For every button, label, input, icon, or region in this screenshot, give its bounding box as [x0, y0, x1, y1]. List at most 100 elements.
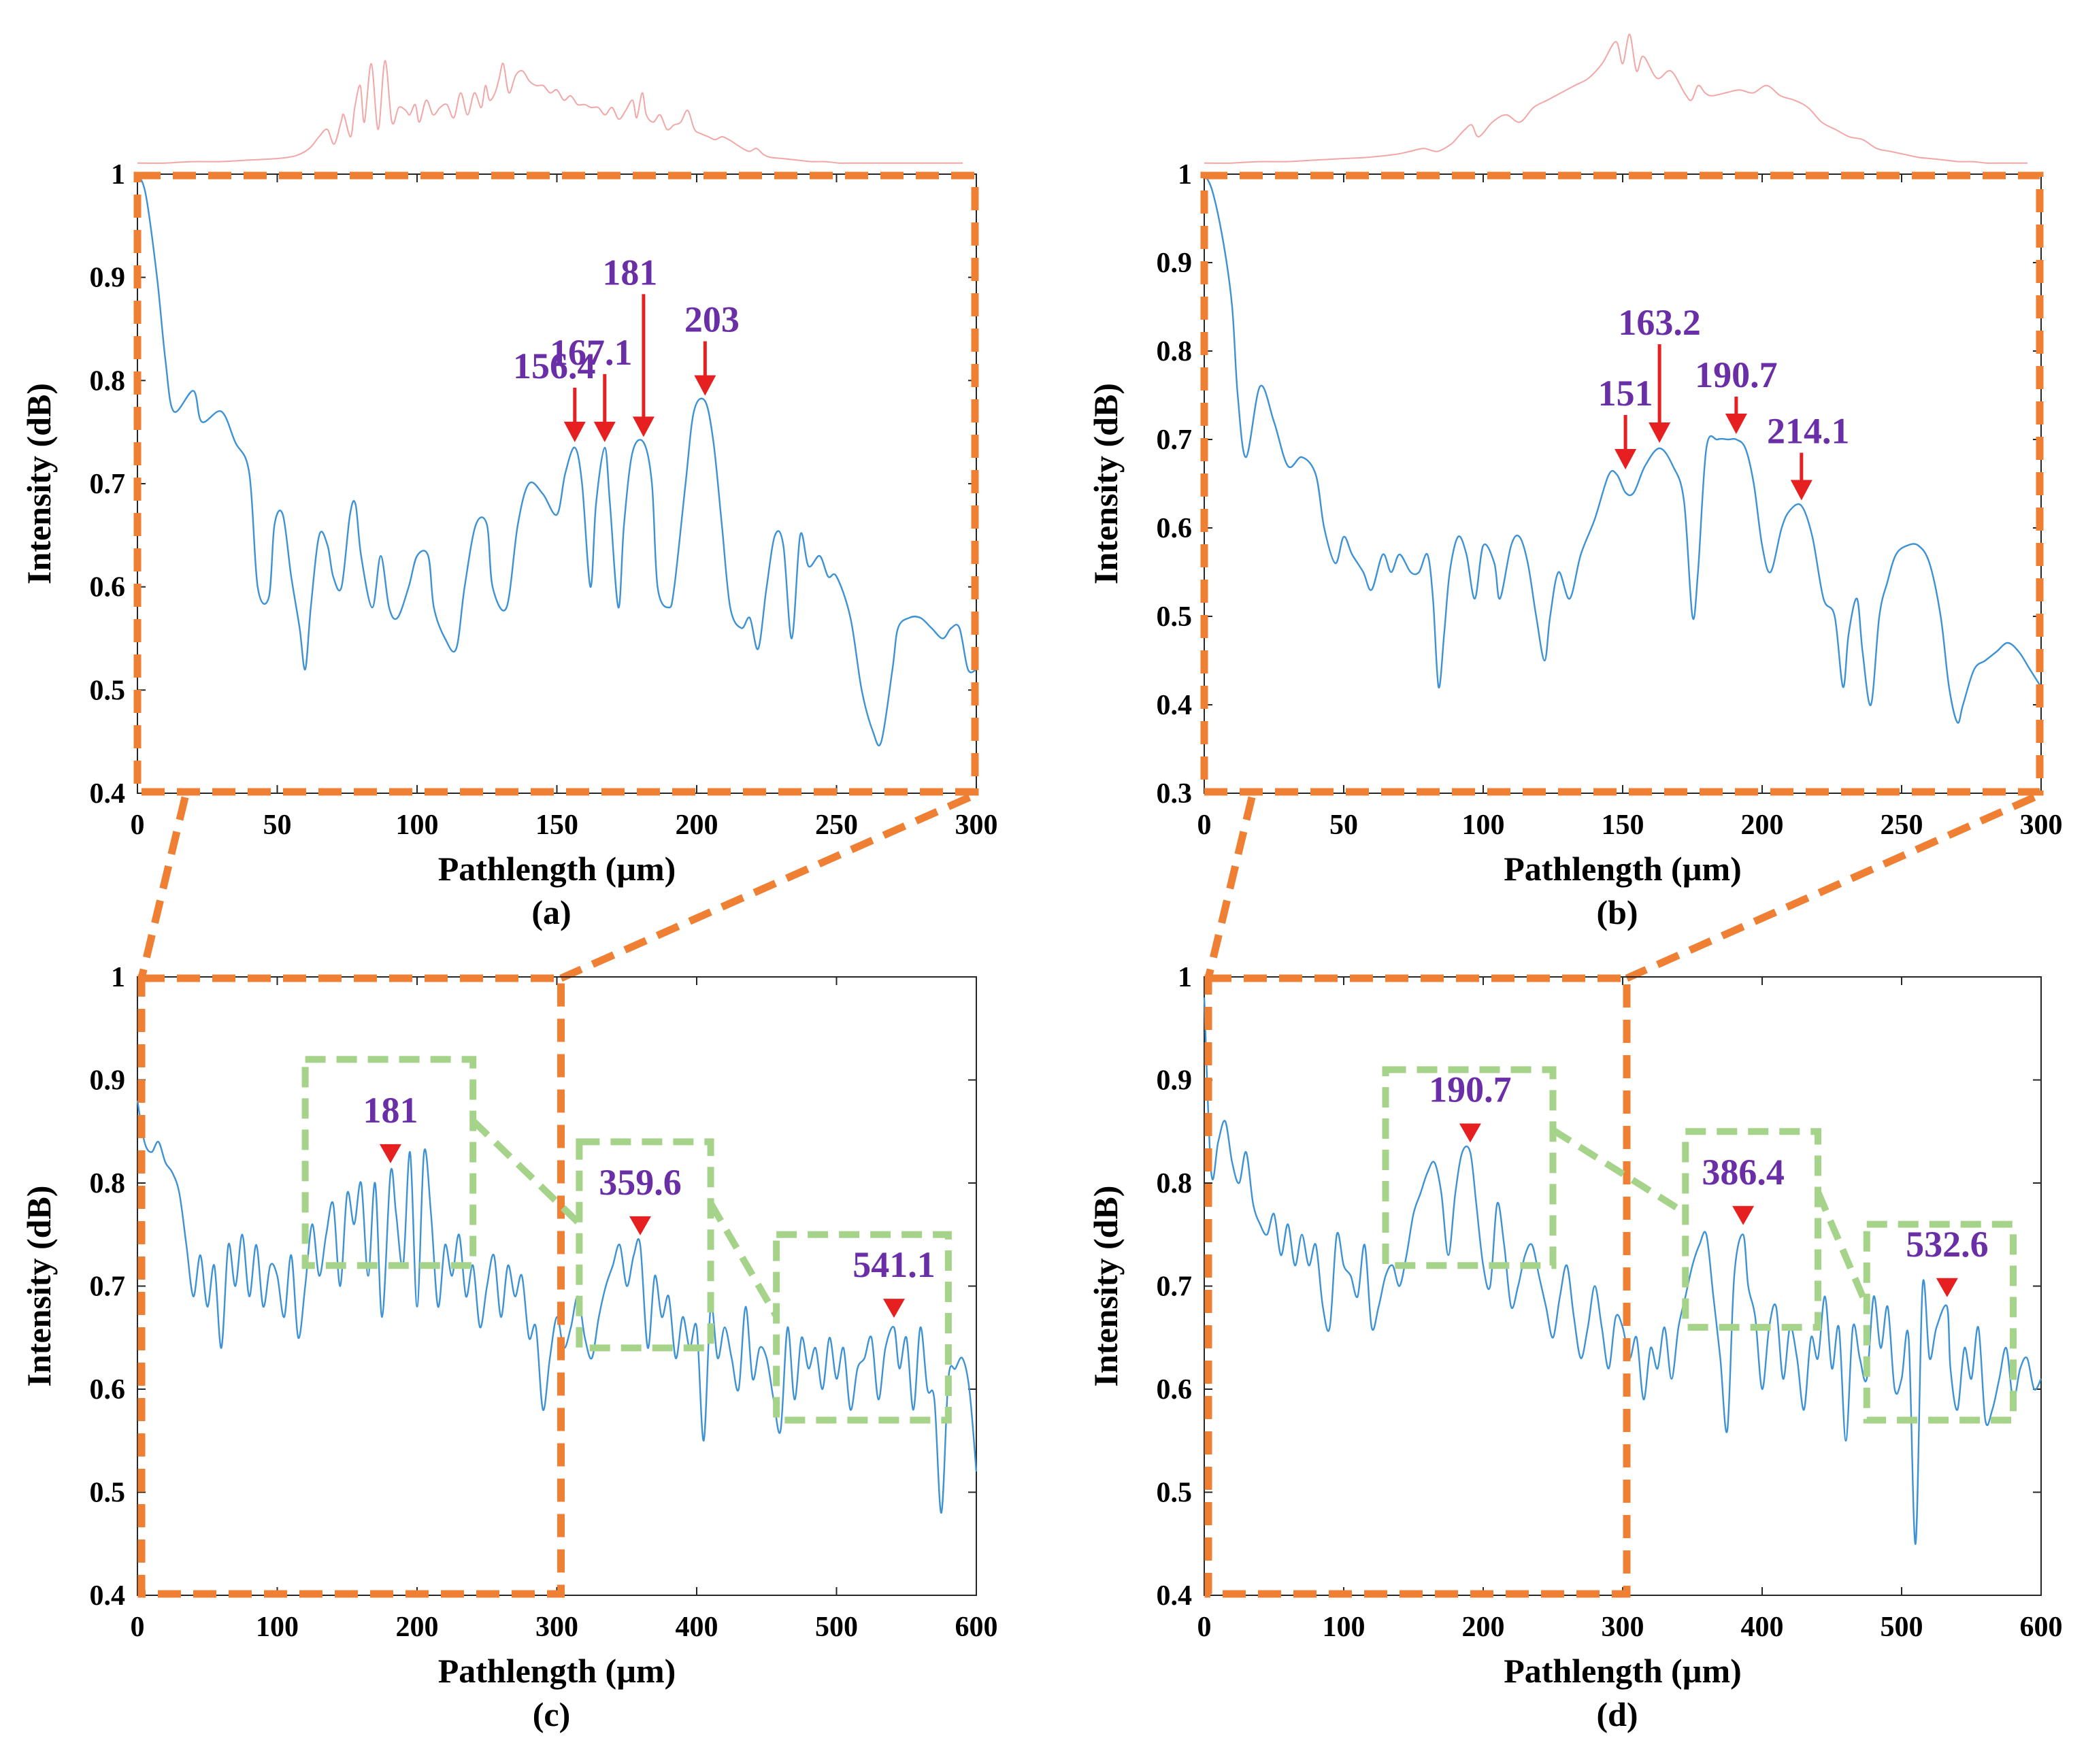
peak-label: 167.1 — [550, 332, 633, 373]
peak-marker — [379, 1144, 401, 1163]
overview-trace — [1204, 33, 2027, 164]
x-tick-label: 200 — [1462, 1612, 1505, 1643]
highlight-box — [576, 1138, 714, 1352]
x-tick-label: 200 — [1741, 810, 1784, 841]
x-tick-label: 500 — [1881, 1612, 1923, 1643]
x-tick-label: 100 — [1323, 1612, 1365, 1643]
axes-frame — [137, 976, 977, 1596]
y-tick-label: 0.5 — [1157, 1478, 1193, 1509]
y-tick-label: 0.9 — [90, 1065, 126, 1097]
x-tick-label: 200 — [676, 810, 718, 841]
peak-arrow-head — [694, 375, 716, 396]
x-tick-label: 200 — [396, 1612, 439, 1643]
x-tick-label: 500 — [815, 1612, 858, 1643]
y-tick-label: 0.6 — [1157, 1374, 1193, 1405]
x-tick-label: 400 — [676, 1612, 718, 1643]
y-tick-label: 0.6 — [1157, 513, 1193, 544]
peak-arrow-head — [1649, 422, 1671, 443]
x-tick-label: 100 — [256, 1612, 299, 1643]
data-line — [136, 1100, 978, 1514]
y-tick-label: 0.4 — [90, 1580, 126, 1612]
peak-label: 203 — [684, 299, 740, 340]
panel-label: (a) — [531, 893, 571, 931]
x-tick-label: 0 — [131, 1612, 145, 1643]
y-tick-label: 0.3 — [1157, 778, 1193, 810]
x-axis-label: Pathlength (µm) — [1504, 850, 1742, 888]
zoom-connector-left — [137, 796, 189, 980]
peak-marker — [1732, 1205, 1755, 1225]
x-tick-label: 0 — [1197, 1612, 1212, 1643]
x-tick-label: 150 — [535, 810, 578, 841]
x-tick-label: 300 — [535, 1612, 578, 1643]
peak-label: 214.1 — [1767, 411, 1850, 452]
x-axis-label: Pathlength (µm) — [438, 1652, 676, 1690]
zoom-connector-right — [1625, 793, 2036, 982]
peak-label: 532.6 — [1906, 1224, 1989, 1265]
peak-label: 541.1 — [852, 1244, 936, 1285]
y-axis-label: Intensity (dB) — [1087, 1186, 1125, 1387]
box-connector — [1551, 1127, 1687, 1216]
y-tick-label: 0.4 — [1157, 690, 1193, 721]
x-axis-label: Pathlength (µm) — [1504, 1652, 1742, 1690]
highlight-box — [301, 1056, 477, 1269]
x-tick-label: 400 — [1741, 1612, 1784, 1643]
axes-frame — [1204, 173, 2042, 794]
y-tick-label: 0.4 — [90, 778, 126, 810]
y-tick-label: 0.8 — [1157, 336, 1193, 367]
y-tick-label: 0.4 — [1157, 1580, 1193, 1612]
y-axis-label: Intensity (dB) — [1087, 383, 1125, 584]
y-tick-label: 1 — [1178, 962, 1192, 993]
panel-b: 0 50 100 150 200 250 300 0.3 0.4 0.5 0.6 0.7 0.8 0.9 1… — [1087, 33, 2063, 931]
zoom-connector-left — [1204, 796, 1256, 980]
peak-label: 190.7 — [1695, 354, 1778, 395]
zoom-connectors — [137, 793, 2036, 982]
panel-c: 0 100 200 300 400 500 600 0.4 0.5 0.6 0.7 0.8 0.9 1 Pa… — [20, 962, 998, 1733]
peak-label: 386.4 — [1702, 1152, 1785, 1193]
panel-label: (d) — [1596, 1695, 1638, 1733]
highlight-box — [1682, 1128, 1821, 1331]
peak-label: 156.4 — [513, 346, 596, 386]
box-connector — [470, 1118, 582, 1226]
y-tick-label: 1 — [111, 159, 125, 190]
data-line — [1203, 173, 2042, 724]
peak-label: 181 — [602, 252, 657, 293]
peak-arrow-head — [1725, 414, 1747, 434]
x-tick-label: 100 — [396, 810, 439, 841]
y-tick-label: 0.9 — [1157, 1065, 1193, 1097]
panel-label: (b) — [1596, 893, 1638, 931]
highlight-box — [1863, 1220, 2017, 1424]
peak-arrow-head — [1615, 449, 1637, 469]
box-connector — [708, 1201, 780, 1318]
x-tick-label: 150 — [1602, 810, 1644, 841]
y-tick-label: 0.6 — [90, 572, 126, 603]
peak-label: 151 — [1598, 373, 1653, 414]
y-tick-label: 0.5 — [90, 1478, 126, 1509]
y-tick-label: 0.7 — [1157, 1271, 1193, 1303]
panel-a: 0 50 100 150 200 250 300 0.4 0.5 0.6 0.7 0.8 0.9 1 Pat… — [20, 60, 998, 931]
peak-arrow-head — [1790, 480, 1812, 501]
highlight-box — [1382, 1066, 1557, 1269]
y-tick-label: 1 — [111, 962, 125, 993]
y-tick-label: 0.7 — [90, 1271, 126, 1303]
y-tick-label: 0.8 — [90, 365, 126, 397]
x-tick-label: 600 — [2020, 1612, 2063, 1643]
peak-label: 181 — [363, 1090, 418, 1131]
y-tick-label: 0.9 — [1157, 248, 1193, 279]
x-tick-label: 600 — [955, 1612, 998, 1643]
peak-marker — [629, 1216, 651, 1235]
peak-label: 359.6 — [599, 1162, 682, 1203]
zoom-connector-right — [559, 793, 972, 982]
peak-marker — [1459, 1123, 1481, 1143]
x-tick-label: 0 — [1197, 810, 1212, 841]
panel-d: 0 100 200 300 400 500 600 0.4 0.5 0.6 0.7 0.8 0.9 1 Pa… — [1087, 962, 2063, 1733]
data-line — [1203, 997, 2042, 1545]
y-tick-label: 0.5 — [90, 675, 126, 706]
axes-frame — [1204, 976, 2042, 1596]
x-tick-label: 50 — [1329, 810, 1358, 841]
peak-arrow-head — [593, 421, 616, 442]
zoom-region-box — [1204, 974, 1631, 1598]
y-tick-label: 0.9 — [90, 263, 126, 294]
y-tick-label: 1 — [1178, 159, 1192, 190]
panel-label: (c) — [533, 1695, 571, 1733]
zoom-frame — [133, 171, 979, 796]
